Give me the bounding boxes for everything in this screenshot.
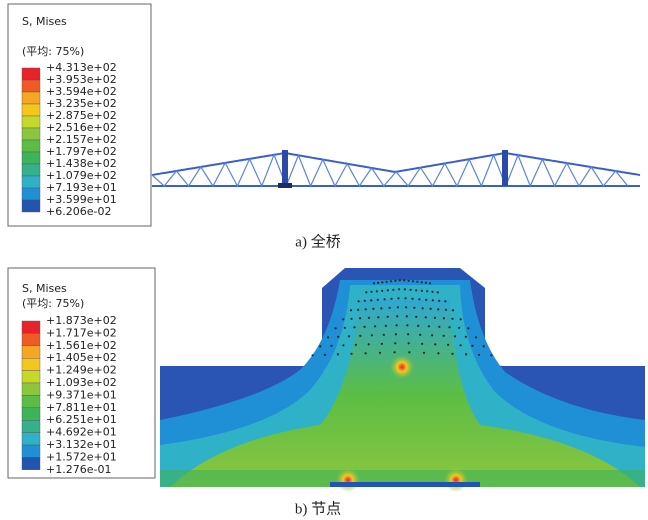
legend-label: +1.405e+02: [46, 351, 117, 364]
caption: a) 全桥: [295, 232, 340, 250]
legend-subtitle: (平均: 75%): [22, 297, 84, 310]
legend-swatch: [22, 408, 40, 420]
legend-swatch: [22, 321, 40, 333]
legend-swatch: [22, 116, 40, 128]
legend-swatch: [22, 176, 40, 188]
legend-label: +6.251e+01: [46, 413, 117, 426]
legend-swatch: [22, 371, 40, 383]
legend-label: +1.572e+01: [46, 450, 117, 463]
legend-swatch: [22, 433, 40, 445]
legend-label: +9.371e+01: [46, 388, 117, 401]
bridge-model: [152, 150, 640, 188]
legend-swatch: [22, 92, 40, 104]
legend-swatch: [22, 358, 40, 370]
legend-label: +1.561e+02: [46, 339, 117, 352]
joint-contour: [160, 268, 645, 492]
legend-swatch: [22, 457, 40, 469]
figure: a) 全桥 b) 节点 S, Mises(平均: 75%)+4.313e+02+…: [0, 0, 648, 520]
legend-swatch: [22, 188, 40, 200]
legend-swatch: [22, 104, 40, 116]
legend-swatch: [22, 80, 40, 92]
legend-subtitle: (平均: 75%): [22, 45, 84, 58]
legend-swatch: [22, 128, 40, 140]
legend-swatch: [22, 395, 40, 407]
legend-label: +4.692e+01: [46, 426, 117, 439]
legend-swatch: [22, 445, 40, 457]
legend-title: S, Mises: [22, 15, 67, 28]
legend-swatch: [22, 383, 40, 395]
legend-label: +1.249e+02: [46, 364, 117, 377]
legend-swatch: [22, 333, 40, 345]
legend-swatch: [22, 346, 40, 358]
legend-swatch: [22, 200, 40, 212]
legend-swatch: [22, 164, 40, 176]
legend-label: +3.132e+01: [46, 438, 117, 451]
legend-swatch: [22, 152, 40, 164]
legend-label: +1.093e+02: [46, 376, 117, 389]
legend-label: +6.206e-02: [46, 205, 111, 218]
legend-title: S, Mises: [22, 282, 67, 295]
legend-label: +7.811e+01: [46, 401, 117, 414]
legend-label: +1.873e+02: [46, 314, 117, 327]
legend-swatch: [22, 420, 40, 432]
caption: b) 节点: [295, 500, 341, 517]
legend-swatch: [22, 68, 40, 80]
legend-label: +1.276e-01: [46, 463, 111, 476]
legend-label: +1.717e+02: [46, 326, 117, 339]
legend-swatch: [22, 140, 40, 152]
